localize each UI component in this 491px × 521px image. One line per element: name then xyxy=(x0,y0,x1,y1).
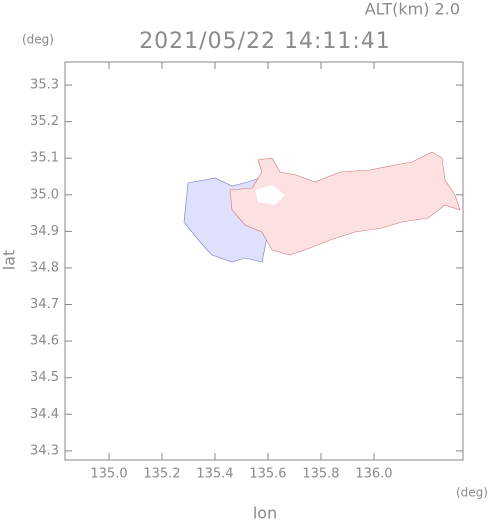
y-tick-label: 34.8 xyxy=(30,260,59,275)
x-unit: (deg) xyxy=(456,486,488,500)
y-tick-label: 35.1 xyxy=(30,151,59,166)
y-tick-label: 34.9 xyxy=(30,224,59,239)
positive-echo xyxy=(229,151,461,256)
annotation: ALT(km) 2.0 xyxy=(365,0,460,19)
x-tick-label: 135.4 xyxy=(196,467,233,482)
y-tick-label: 34.3 xyxy=(30,443,59,458)
echo-gap xyxy=(255,185,285,205)
y-tick-label: 34.5 xyxy=(30,370,59,385)
x-axis-label: lon xyxy=(253,504,277,521)
x-tick-label: 136.0 xyxy=(355,467,392,482)
plot-frame xyxy=(64,61,464,461)
y-tick-label: 34.7 xyxy=(30,297,59,312)
y-tick-label: 35.3 xyxy=(30,78,59,93)
echo-area xyxy=(183,151,461,263)
x-tick-label: 135.0 xyxy=(90,467,127,482)
x-tick-label: 135.2 xyxy=(143,467,180,482)
y-tick-label: 34.4 xyxy=(30,407,59,422)
x-tick-label: 135.8 xyxy=(302,467,339,482)
y-tick-label: 35.0 xyxy=(30,187,59,202)
chart-title: 2021/05/22 14:11:41 xyxy=(139,29,391,54)
y-axis-label: lat xyxy=(0,250,19,271)
y-unit: (deg) xyxy=(22,33,54,47)
y-tick-label: 34.6 xyxy=(30,334,59,349)
y-tick-label: 35.2 xyxy=(30,114,59,129)
x-tick-label: 135.6 xyxy=(249,467,286,482)
